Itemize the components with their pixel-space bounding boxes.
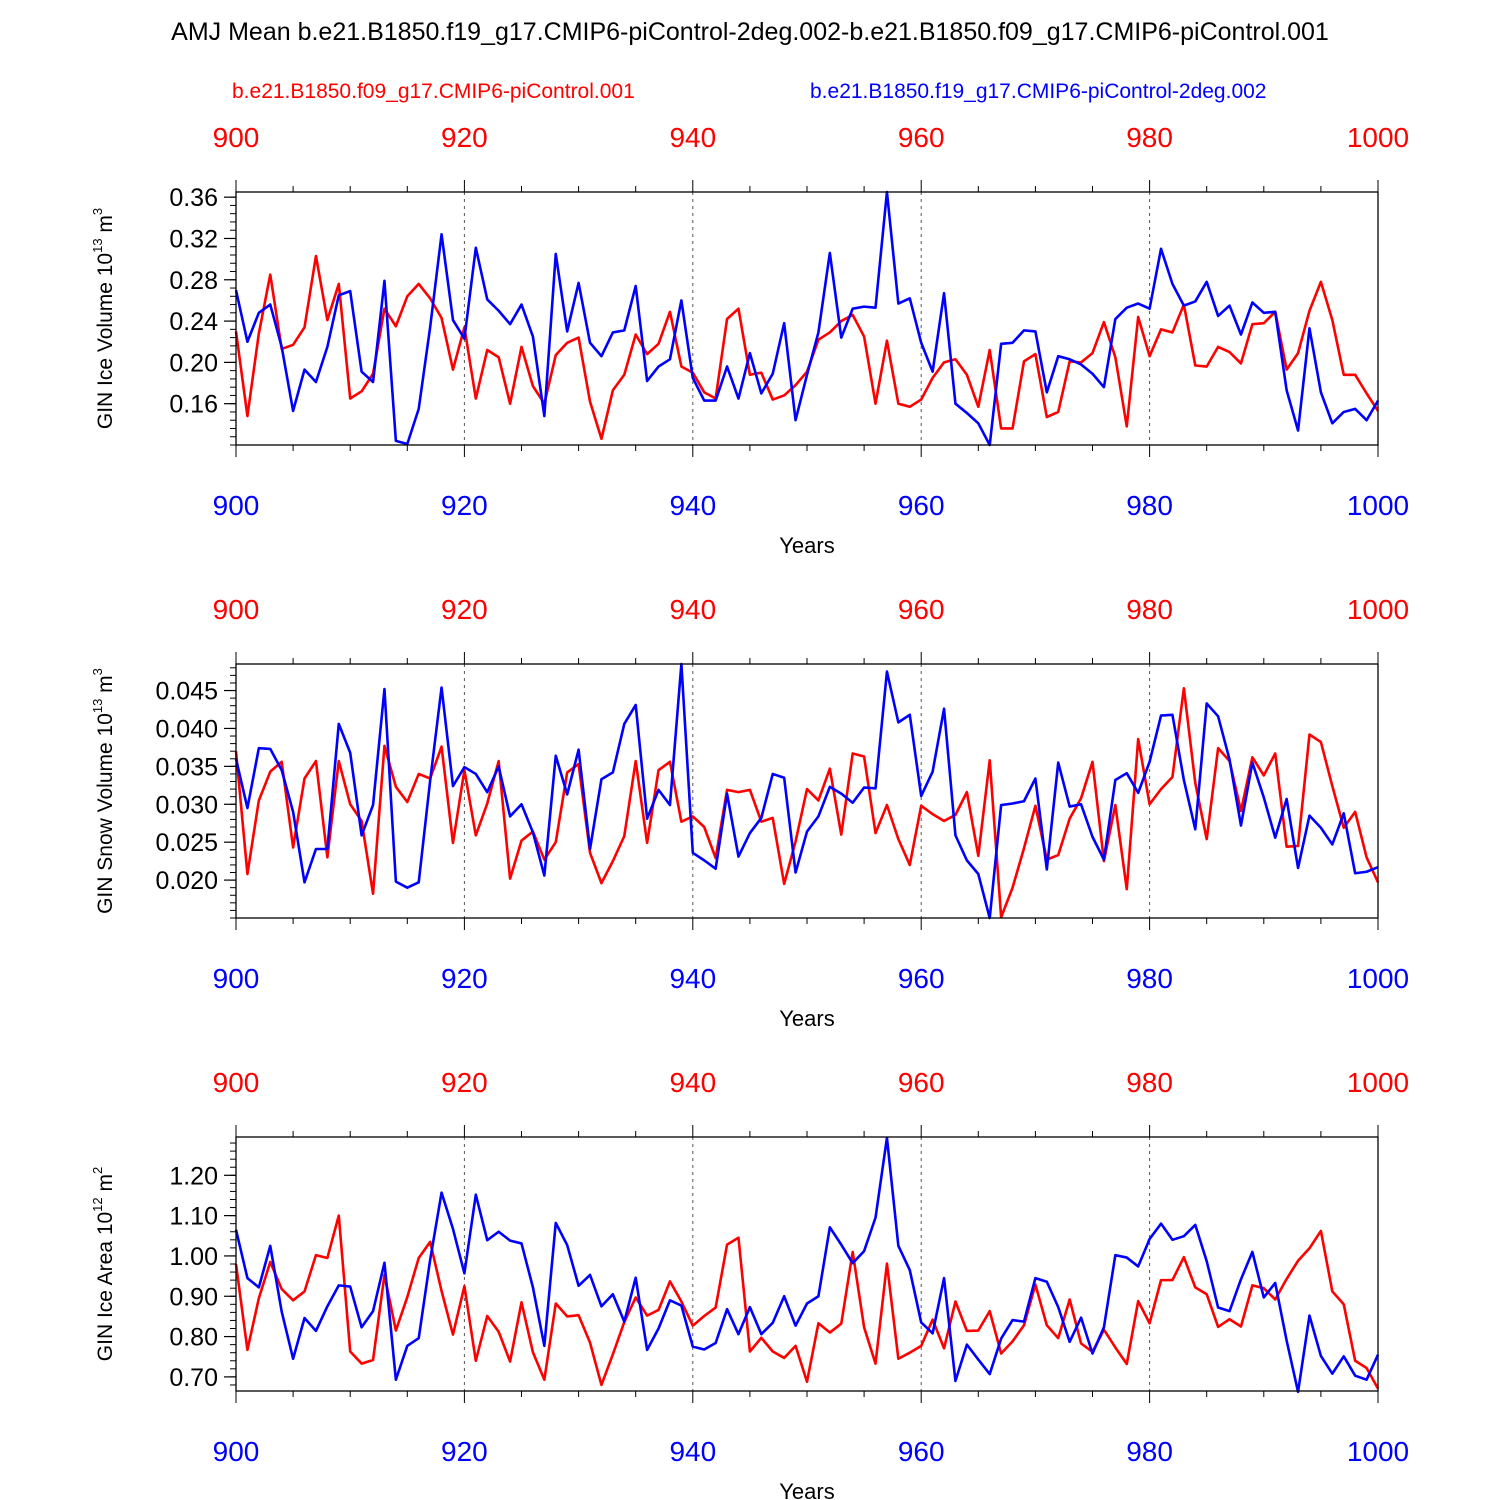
y-axis-label-text: GIN Ice Volume 10 [94, 253, 117, 429]
series-line-blue [234, 190, 1380, 447]
x-axis-label: Years [779, 1479, 834, 1500]
panel-ice-volume: 0.16 0.20 0.24 0.28 0.32 0.36 900 900 920 920 940 9… [90, 122, 1409, 558]
x-top-tick-label: 940 [669, 122, 716, 153]
y-tick-label: 1.10 [169, 1203, 218, 1231]
x-top-tick-label: 980 [1126, 1067, 1173, 1098]
x-top-tick-label: 940 [669, 594, 716, 625]
x-bottom-tick-label: 980 [1126, 963, 1173, 994]
x-bottom-tick-label: 960 [898, 963, 945, 994]
x-top-tick-label: 920 [441, 594, 488, 625]
plot-frame [235, 663, 1379, 919]
y-tick-label: 0.28 [169, 267, 218, 295]
panel-snow-volume: 0.020 0.025 0.030 0.035 0.040 0.045 900 900 920 9… [90, 594, 1409, 1031]
y-tick-label: 0.025 [155, 829, 218, 857]
y-axis-label-exponent: 13 [90, 238, 105, 252]
y-axis-label-text: GIN Ice Area 10 [94, 1212, 117, 1361]
y-axis-label-unit-exponent: 2 [90, 1167, 105, 1174]
x-top-tick-label: 980 [1126, 122, 1173, 153]
plot-frame [235, 191, 1379, 446]
series-line-red [234, 1214, 1380, 1390]
legend-red-case: b.e21.B1850.f09_g17.CMIP6-piControl.001 [232, 80, 635, 103]
x-top-tick-label: 920 [441, 1067, 488, 1098]
x-axis-label: Years [779, 533, 834, 558]
x-bottom-tick-label: 940 [669, 1436, 716, 1467]
y-axis-label-unit: m [94, 675, 117, 698]
x-top-tick-label: 1000 [1347, 594, 1409, 625]
x-bottom-tick-label: 980 [1126, 1436, 1173, 1467]
x-bottom-tick-label: 1000 [1347, 490, 1409, 521]
y-axis-label-unit-exponent: 3 [90, 668, 105, 675]
y-tick-label: 0.70 [169, 1364, 218, 1392]
x-top-tick-label: 900 [213, 594, 260, 625]
x-bottom-tick-label: 940 [669, 490, 716, 521]
x-axis-label: Years [779, 1006, 834, 1031]
y-axis-label-unit: m [94, 1174, 117, 1197]
y-tick-label: 0.16 [169, 391, 218, 419]
x-bottom-tick-label: 920 [441, 963, 488, 994]
x-bottom-tick-label: 920 [441, 1436, 488, 1467]
x-top-tick-label: 900 [213, 122, 260, 153]
x-bottom-tick-label: 900 [213, 490, 260, 521]
y-axis-label-text: GIN Snow Volume 10 [94, 713, 117, 914]
page-title: AMJ Mean b.e21.B1850.f19_g17.CMIP6-piCon… [171, 18, 1329, 46]
y-axis-label-exponent: 13 [90, 699, 105, 713]
x-bottom-tick-label: 980 [1126, 490, 1173, 521]
y-tick-label: 0.040 [155, 715, 218, 743]
x-top-tick-label: 1000 [1347, 122, 1409, 153]
y-tick-label: 0.32 [169, 225, 218, 253]
x-bottom-tick-label: 1000 [1347, 963, 1409, 994]
y-axis-label: GIN Ice Area 1012 m2 [90, 1167, 117, 1361]
y-tick-label: 1.00 [169, 1243, 218, 1271]
series-line-red [234, 686, 1380, 919]
plot-frame [235, 1136, 1379, 1392]
panel-ice-area: 0.70 0.80 0.90 1.00 1.10 1.20 900 900 920 920 940 9… [90, 1067, 1409, 1500]
y-tick-label: 0.80 [169, 1324, 218, 1352]
y-tick-label: 0.36 [169, 184, 218, 212]
y-axis-label-exponent: 12 [90, 1197, 105, 1211]
x-bottom-tick-label: 900 [213, 963, 260, 994]
y-axis-label-unit: m [94, 215, 117, 238]
y-axis-label-unit-exponent: 3 [90, 208, 105, 215]
y-tick-label: 0.24 [169, 308, 218, 336]
x-top-tick-label: 960 [898, 1067, 945, 1098]
x-bottom-tick-label: 900 [213, 1436, 260, 1467]
y-tick-label: 0.035 [155, 753, 218, 781]
x-top-tick-label: 920 [441, 122, 488, 153]
x-bottom-tick-label: 1000 [1347, 1436, 1409, 1467]
y-tick-label: 0.020 [155, 867, 218, 895]
x-top-tick-label: 900 [213, 1067, 260, 1098]
y-axis-label: GIN Ice Volume 1013 m3 [90, 208, 117, 429]
x-bottom-tick-label: 940 [669, 963, 716, 994]
y-tick-label: 0.030 [155, 791, 218, 819]
series-line-blue [234, 662, 1379, 920]
x-top-tick-label: 940 [669, 1067, 716, 1098]
series-line-blue [234, 1136, 1380, 1394]
y-tick-label: 1.20 [169, 1162, 218, 1190]
x-top-tick-label: 1000 [1347, 1067, 1409, 1098]
y-tick-label: 0.90 [169, 1283, 218, 1311]
x-bottom-tick-label: 960 [898, 1436, 945, 1467]
x-top-tick-label: 960 [898, 594, 945, 625]
x-bottom-tick-label: 960 [898, 490, 945, 521]
x-top-tick-label: 980 [1126, 594, 1173, 625]
x-bottom-tick-label: 920 [441, 490, 488, 521]
legend-blue-case: b.e21.B1850.f19_g17.CMIP6-piControl-2deg… [810, 80, 1267, 103]
y-tick-label: 0.045 [155, 678, 218, 706]
y-axis-label: GIN Snow Volume 1013 m3 [90, 668, 117, 914]
x-top-tick-label: 960 [898, 122, 945, 153]
y-tick-label: 0.20 [169, 349, 218, 377]
